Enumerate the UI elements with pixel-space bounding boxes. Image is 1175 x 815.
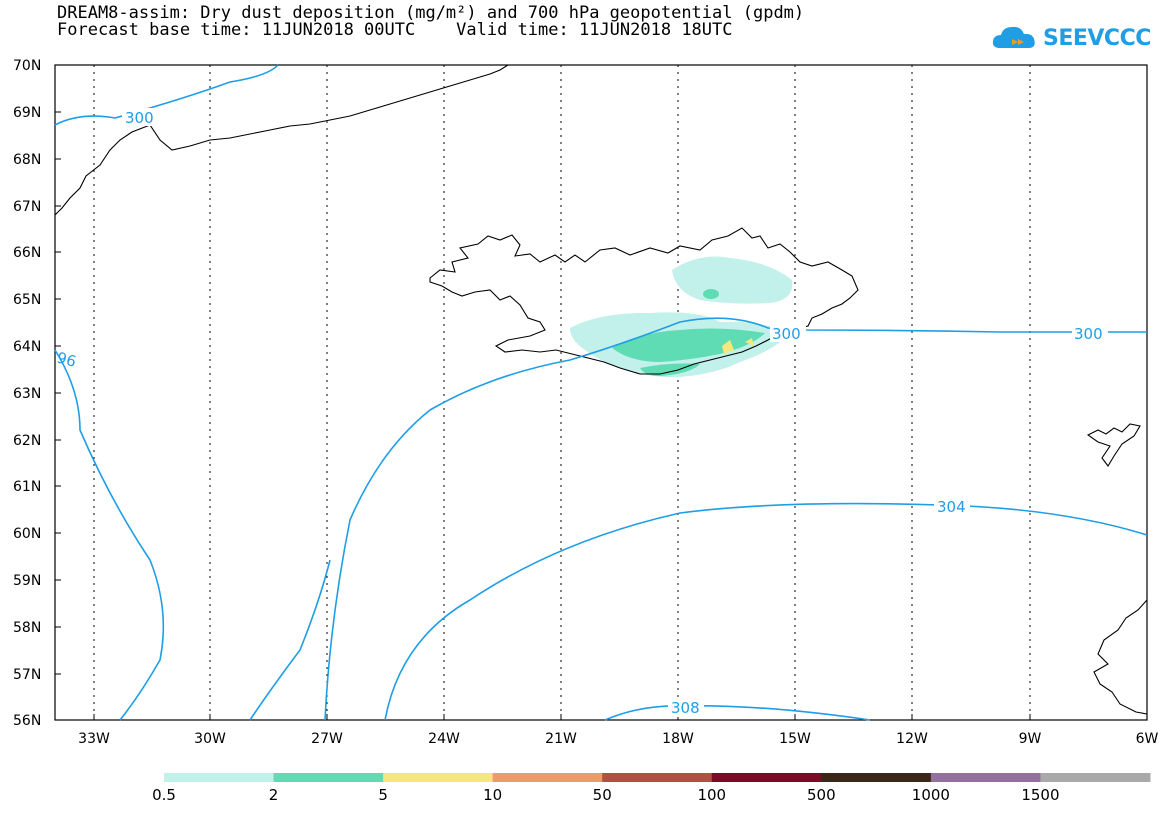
contour-300-north — [54, 64, 279, 126]
colorbar-swatch — [930, 773, 1041, 782]
lon-label: 24W — [428, 731, 460, 747]
colorbar-label: 10 — [483, 786, 502, 804]
contour-labels: 300 300 300 304 308 96 — [55, 108, 1108, 717]
lat-label: 63N — [13, 386, 41, 402]
lon-label: 21W — [545, 731, 577, 747]
colorbar-swatch — [492, 773, 603, 782]
dust-spot-north — [703, 289, 719, 299]
logo: SEEVCCC — [990, 22, 1151, 54]
logo-text: SEEVCCC — [1043, 25, 1151, 51]
lat-label: 56N — [13, 713, 41, 729]
contour-label: 300 — [125, 109, 154, 127]
lat-label: 64N — [13, 339, 41, 355]
contour-label: 300 — [772, 325, 801, 343]
lon-label: 6W — [1136, 731, 1159, 747]
map-title: DREAM8-assim: Dry dust deposition (mg/m²… — [57, 3, 805, 23]
lon-label: 30W — [194, 731, 226, 747]
colorbar-label: 1000 — [912, 786, 950, 804]
contour-label: 96 — [55, 348, 78, 370]
lon-label: 9W — [1019, 731, 1042, 747]
colorbar-label: 0.5 — [152, 786, 176, 804]
lon-label: 27W — [311, 731, 343, 747]
map-subtitle: Forecast base time: 11JUN2018 00UTC Vali… — [57, 20, 733, 40]
colorbar-label: 500 — [807, 786, 836, 804]
lat-label: 66N — [13, 245, 41, 261]
colorbar-label: 1500 — [1021, 786, 1059, 804]
contour-label: 300 — [1074, 325, 1103, 343]
contour-300 — [324, 317, 1147, 721]
lat-label: 68N — [13, 152, 41, 168]
contour-296 — [54, 349, 165, 721]
dust-area-moderate — [612, 328, 765, 362]
coastlines — [54, 64, 1148, 715]
lat-label: 60N — [13, 526, 41, 542]
contour-label: 304 — [937, 498, 966, 516]
colorbar-swatch — [273, 773, 384, 782]
lat-label: 67N — [13, 199, 41, 215]
colorbar-label: 5 — [378, 786, 388, 804]
dust-deposition-field — [570, 256, 793, 378]
lat-label: 58N — [13, 620, 41, 636]
colorbar-swatch — [711, 773, 822, 782]
lat-label: 65N — [13, 292, 41, 308]
colorbar: 0.5 2 5 10 50 100 500 1000 1500 — [152, 773, 1151, 804]
iceland-coast — [429, 227, 859, 375]
faroe-coast — [1086, 423, 1141, 467]
colorbar-swatch — [164, 773, 275, 782]
contour-304 — [384, 502, 1148, 721]
colorbar-swatch — [1040, 773, 1151, 782]
cloud-icon — [992, 26, 1035, 48]
lon-label: 18W — [662, 731, 694, 747]
dust-area-high — [722, 338, 754, 354]
lat-label: 59N — [13, 573, 41, 589]
longitude-labels: 33W 30W 27W 24W 21W 18W 15W 12W 9W 6W — [78, 731, 1158, 747]
colorbar-label: 2 — [269, 786, 279, 804]
lat-label: 57N — [13, 667, 41, 683]
colorbar-label: 50 — [593, 786, 612, 804]
lat-label: 61N — [13, 479, 41, 495]
dust-area-moderate-south — [640, 363, 700, 376]
lon-label: 12W — [896, 731, 928, 747]
map-frame — [54, 64, 1148, 721]
colorbar-swatch — [383, 773, 494, 782]
lat-label: 62N — [13, 433, 41, 449]
colorbar-label: 100 — [697, 786, 726, 804]
latitude-labels: 70N 69N 68N 67N 66N 65N 64N 63N 62N 61N … — [13, 58, 41, 729]
lat-label: 70N — [13, 58, 41, 74]
lat-label: 69N — [13, 105, 41, 121]
greenland-coast — [54, 64, 509, 216]
dust-area-low-north — [672, 256, 793, 304]
lon-label: 15W — [779, 731, 811, 747]
scotland-coast — [1093, 599, 1148, 715]
colorbar-swatch — [821, 773, 932, 782]
contour-300-west — [249, 559, 331, 721]
colorbar-swatch — [602, 773, 713, 782]
lon-label: 33W — [78, 731, 110, 747]
contour-label: 308 — [671, 699, 700, 717]
